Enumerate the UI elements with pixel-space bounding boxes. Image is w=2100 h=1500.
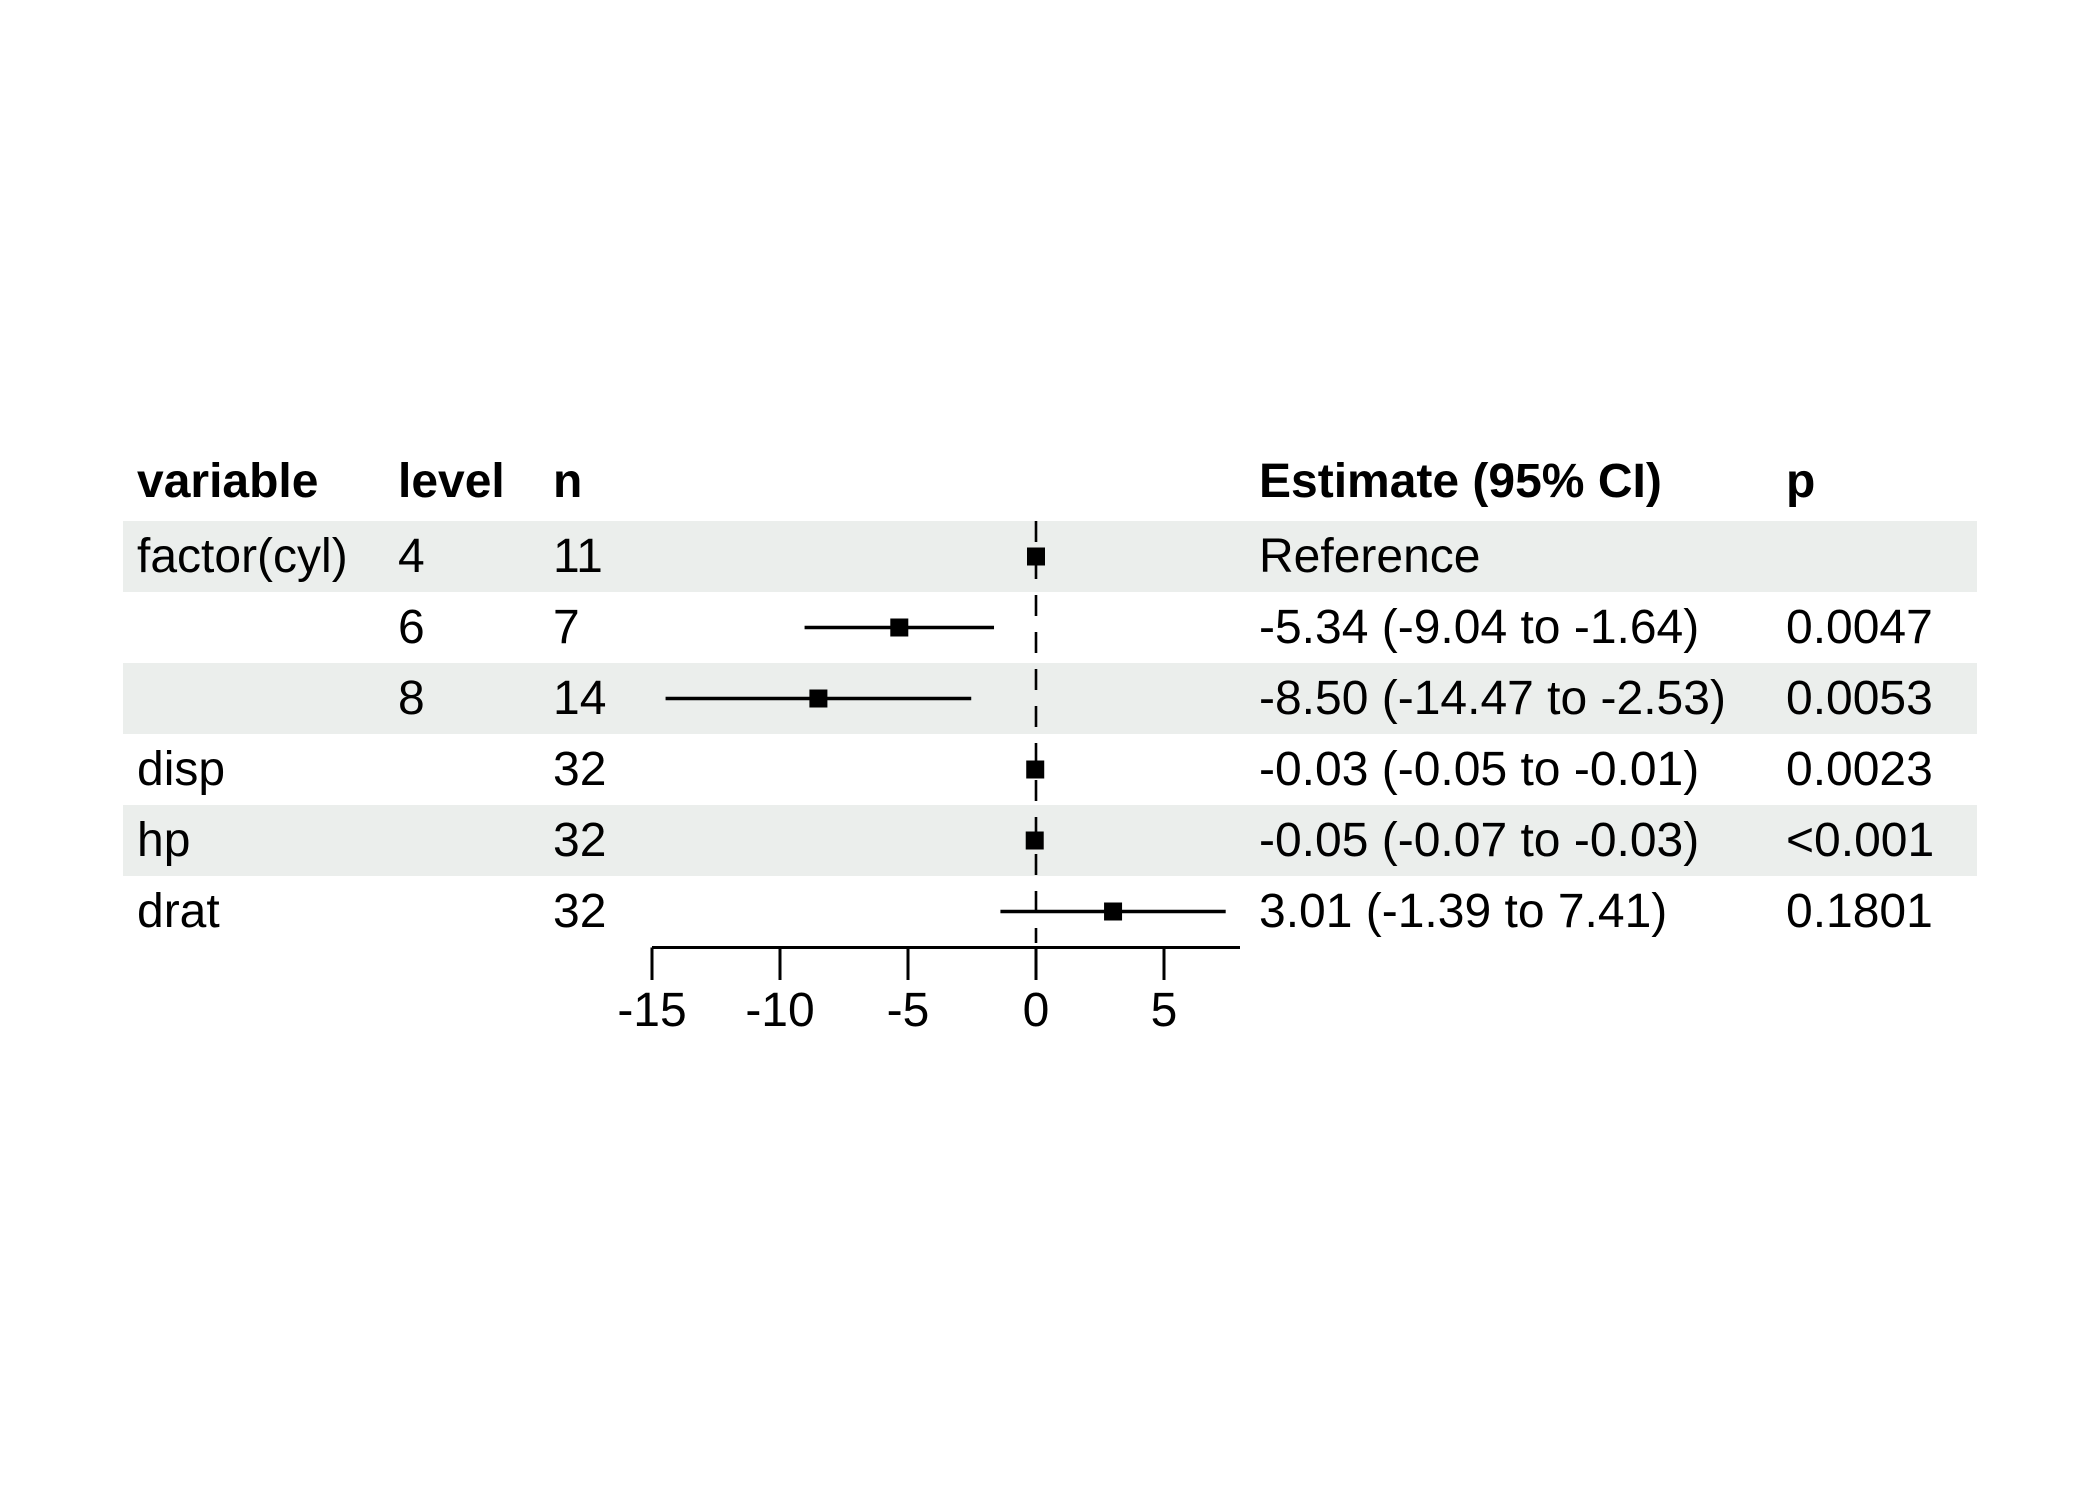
point-estimate-marker — [1026, 760, 1045, 779]
point-estimate-marker — [1104, 902, 1123, 921]
column-header-p: p — [1786, 455, 1816, 508]
x-axis-tick-label: -15 — [617, 984, 686, 1037]
x-axis-tick-label: -5 — [887, 984, 930, 1037]
cell-p: 0.0047 — [1786, 601, 1933, 654]
cell-variable: disp — [137, 743, 226, 796]
row-stripe — [123, 663, 1977, 734]
point-estimate-marker — [890, 618, 909, 637]
cell-variable: factor(cyl) — [137, 530, 348, 583]
cell-variable: hp — [137, 814, 191, 867]
cell-estimate: -0.05 (-0.07 to -0.03) — [1259, 814, 1700, 867]
cell-level: 6 — [398, 601, 425, 654]
column-header-level: level — [398, 455, 505, 508]
cell-p: <0.001 — [1786, 814, 1935, 867]
cell-p: 0.0053 — [1786, 672, 1933, 725]
x-axis-tick-label: 5 — [1151, 984, 1178, 1037]
row-stripe — [123, 521, 1977, 592]
cell-p: 0.0023 — [1786, 743, 1933, 796]
cell-level: 8 — [398, 672, 425, 725]
cell-n: 11 — [553, 530, 603, 583]
cell-estimate: -8.50 (-14.47 to -2.53) — [1259, 672, 1726, 725]
cell-p: 0.1801 — [1786, 885, 1933, 938]
column-header-n: n — [553, 455, 583, 508]
cell-n: 32 — [553, 743, 607, 796]
cell-estimate: 3.01 (-1.39 to 7.41) — [1259, 885, 1668, 938]
cell-variable: drat — [137, 885, 220, 938]
cell-n: 7 — [553, 601, 580, 654]
cell-n: 32 — [553, 885, 607, 938]
x-axis-tick-label: -10 — [745, 984, 814, 1037]
column-header-variable: variable — [137, 455, 319, 508]
cell-estimate: -0.03 (-0.05 to -0.01) — [1259, 743, 1700, 796]
x-axis-tick-label: 0 — [1023, 984, 1050, 1037]
cell-n: 32 — [553, 814, 607, 867]
cell-estimate: Reference — [1259, 530, 1481, 583]
row-stripe — [123, 805, 1977, 876]
column-header-estimate: Estimate (95% CI) — [1259, 455, 1662, 508]
cell-estimate: -5.34 (-9.04 to -1.64) — [1259, 601, 1700, 654]
cell-level: 4 — [398, 530, 425, 583]
cell-n: 14 — [553, 672, 607, 725]
